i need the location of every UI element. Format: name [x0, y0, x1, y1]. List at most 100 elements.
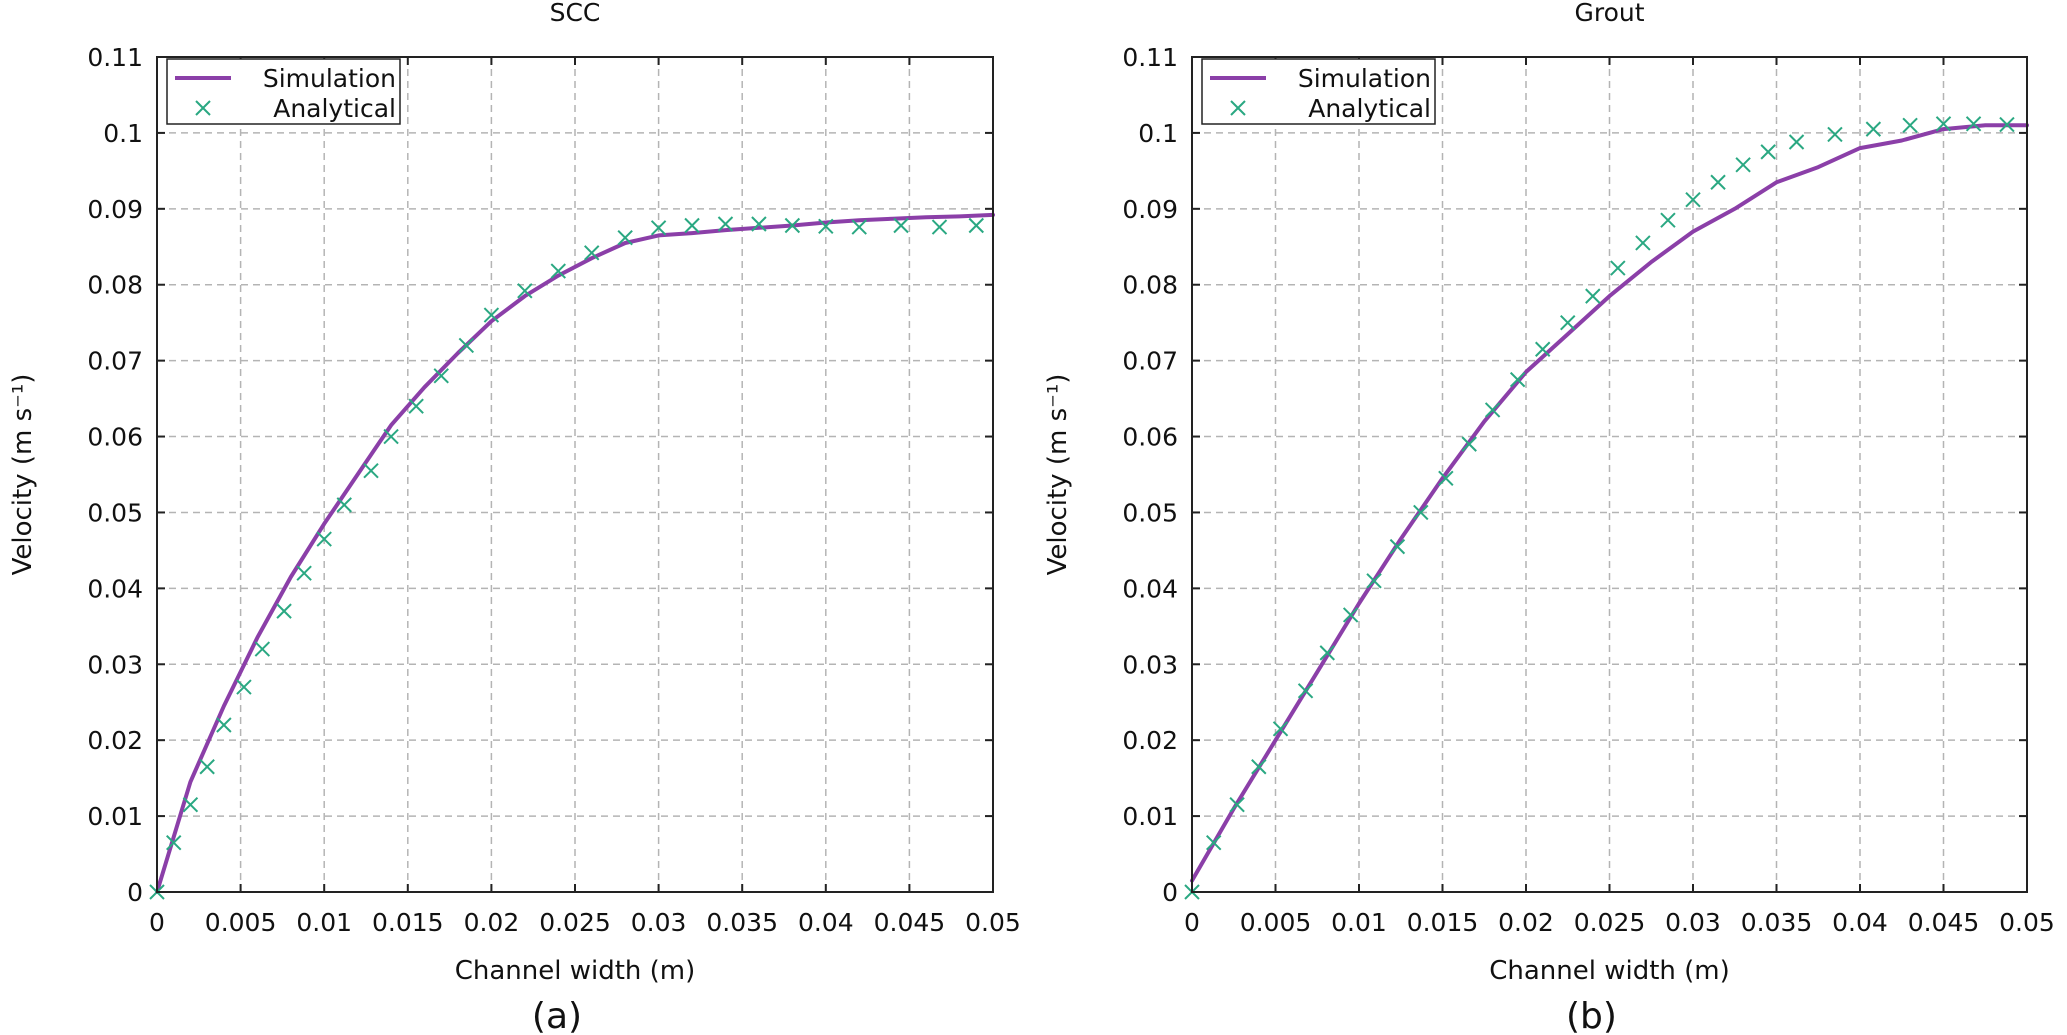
data-point-analytical — [199, 759, 215, 775]
x-tick-label: 0.04 — [798, 908, 854, 937]
y-tick-label: 0.11 — [87, 43, 143, 72]
x-tick-label: 0.03 — [1665, 908, 1721, 937]
x-tick-label: 0.015 — [1407, 908, 1479, 937]
y-tick-label: 0.03 — [87, 650, 143, 679]
legend-label: Simulation — [1298, 64, 1431, 93]
y-tick-label: 0.08 — [87, 271, 143, 300]
data-point-analytical — [1413, 504, 1429, 521]
plot-frame — [156, 56, 994, 893]
x-tick-label: 0.05 — [965, 908, 1021, 937]
chart-title: Grout — [1574, 0, 1644, 27]
data-point-analytical — [363, 462, 379, 479]
x-tick-label: 0.045 — [1908, 908, 1980, 937]
x-tick-label: 0.045 — [874, 908, 946, 937]
data-point-analytical — [1585, 288, 1601, 304]
data-point-analytical — [931, 219, 948, 235]
x-tick-label: 0.005 — [205, 908, 277, 937]
data-point-analytical — [1509, 371, 1526, 388]
data-point-analytical — [650, 220, 667, 236]
data-point-analytical — [182, 796, 199, 813]
y-tick-label: 0.09 — [1122, 195, 1178, 224]
data-point-analytical — [1935, 116, 1952, 132]
x-tick-label: 0.03 — [631, 908, 687, 937]
y-tick-label: 0.04 — [1122, 574, 1178, 603]
data-point-analytical — [751, 216, 767, 232]
legend-box — [166, 58, 401, 125]
data-point-analytical — [1251, 759, 1267, 775]
panel-caption: (b) — [1566, 996, 1617, 1035]
data-point-analytical — [893, 217, 909, 234]
data-point-analytical — [254, 641, 271, 657]
data-point-analytical — [1660, 212, 1676, 228]
panel-caption: (a) — [532, 996, 582, 1035]
data-point-analytical — [1827, 126, 1843, 143]
y-tick-label: 0.07 — [1122, 347, 1178, 376]
chart-panel-grout: 0 0.005 0.01 0.015 0.02 0.025 0.03 0.035 0.04 0.0… — [1043, 0, 2055, 1035]
data-point-analytical — [276, 603, 292, 619]
data-point-analytical — [968, 217, 984, 234]
data-point-analytical — [1366, 573, 1382, 589]
data-point-analytical — [517, 283, 533, 299]
x-tick-label: 0.015 — [372, 908, 444, 937]
data-point-analytical — [1788, 134, 1805, 150]
data-point-analytical — [1902, 117, 1918, 134]
legend-swatch-marker — [195, 100, 211, 116]
x-tick-label: 0.05 — [1999, 908, 2055, 937]
data-point-analytical — [1461, 436, 1477, 452]
data-point-analytical — [1865, 121, 1882, 137]
data-point-analytical — [216, 717, 232, 733]
y-tick-label: 0.02 — [1122, 726, 1178, 755]
y-tick-label: 0 — [1162, 878, 1178, 907]
legend-box — [1201, 58, 1436, 125]
legend-label: Analytical — [273, 94, 396, 123]
data-point-analytical — [1319, 645, 1335, 661]
data-point-analytical — [1610, 260, 1626, 276]
data-point-analytical — [1297, 683, 1314, 699]
x-tick-label: 0.02 — [464, 908, 520, 937]
chart-title: SCC — [550, 0, 601, 27]
data-point-analytical — [1965, 116, 1982, 132]
data-point-analytical — [851, 219, 867, 235]
data-point-analytical — [166, 834, 182, 851]
data-point-analytical — [1438, 470, 1454, 487]
data-point-analytical — [1272, 721, 1289, 737]
x-tick-label: 0.035 — [706, 908, 778, 937]
data-point-analytical — [617, 229, 633, 246]
data-point-analytical — [433, 368, 449, 384]
data-point-analytical — [1735, 157, 1751, 173]
data-point-analytical — [1999, 116, 2015, 133]
data-point-analytical — [1760, 144, 1776, 160]
data-point-analytical — [408, 398, 424, 414]
data-point-analytical — [458, 337, 475, 354]
x-tick-label: 0.01 — [1331, 908, 1387, 937]
data-point-analytical — [1229, 796, 1245, 813]
data-point-analytical — [1206, 834, 1222, 851]
x-axis-label: Channel width (m) — [1489, 956, 1730, 986]
y-tick-label: 0.02 — [87, 726, 143, 755]
y-tick-label: 0.06 — [87, 423, 143, 452]
y-tick-label: 0.01 — [87, 802, 143, 831]
legend-label: Analytical — [1308, 94, 1431, 123]
data-point-analytical — [818, 218, 834, 234]
data-point-analytical — [584, 245, 600, 261]
data-point-analytical — [336, 497, 352, 513]
x-tick-label: 0.04 — [1832, 908, 1888, 937]
x-tick-label: 0.02 — [1498, 908, 1554, 937]
data-point-analytical — [1389, 538, 1406, 555]
x-tick-label: 0.005 — [1240, 908, 1312, 937]
y-tick-label: 0.05 — [1122, 498, 1178, 527]
y-tick-label: 0.1 — [1138, 119, 1178, 148]
x-tick-label: 0 — [149, 908, 165, 937]
x-tick-label: 0.025 — [539, 908, 611, 937]
legend-label: Simulation — [263, 64, 396, 93]
x-tick-label: 0.035 — [1741, 908, 1813, 937]
data-point-analytical — [684, 217, 700, 234]
y-tick-label: 0.08 — [1122, 271, 1178, 300]
y-tick-label: 0.11 — [1122, 43, 1178, 72]
x-tick-label: 0 — [1184, 908, 1200, 937]
plot-frame — [1191, 56, 2028, 893]
data-point-analytical — [236, 679, 252, 695]
y-tick-label: 0.09 — [87, 195, 143, 224]
y-tick-label: 0.03 — [1122, 650, 1178, 679]
